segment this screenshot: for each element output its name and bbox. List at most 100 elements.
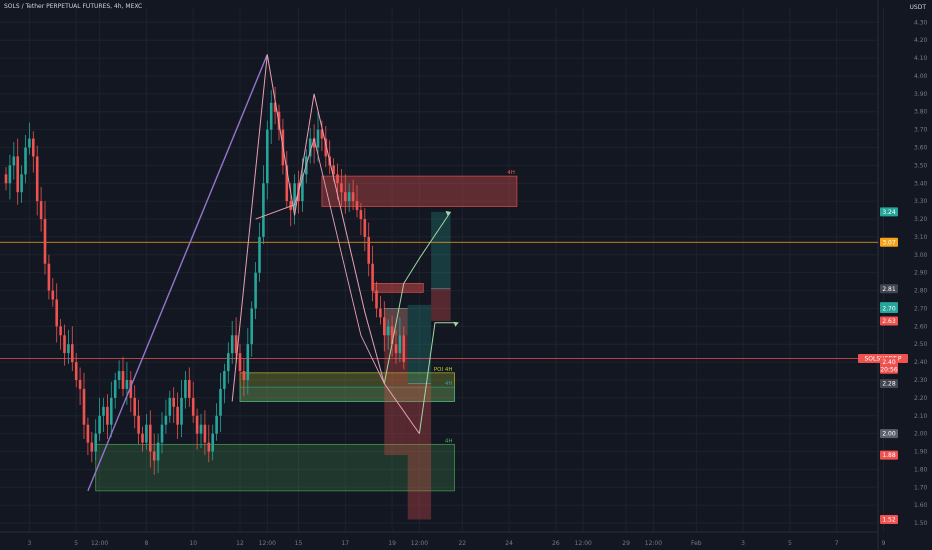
y-tick-label: 3.90 [914,91,928,98]
y-tick-label: 2.60 [914,323,928,330]
candle-body [219,388,222,416]
candle-body [67,344,70,354]
candle-body [340,183,343,193]
candle-body [117,371,121,380]
candle-body [133,397,136,416]
candle-body [43,219,47,264]
price-badge [880,303,898,313]
x-tick-label: 12:00 [259,540,276,547]
candle-body [110,397,113,425]
wedge-path-pink [255,136,385,384]
candle-body [359,210,363,220]
candle-body [375,290,378,309]
candle-body [113,379,117,398]
candle-body [379,308,382,318]
y-tick-label: 3.80 [914,109,928,116]
candle-body [55,299,58,327]
y-tick-label: 2.90 [914,270,928,277]
candle-body [316,129,320,148]
y-tick-label: 2.40 [914,359,928,366]
zone-label: 4H [445,438,453,444]
candle-body [269,102,273,130]
y-tick-label: 4.20 [914,37,928,44]
candle-body [344,192,347,202]
candle-body [137,415,140,434]
candle-body [35,156,39,202]
position-stop-box [431,288,451,321]
candle-body [98,415,101,434]
candle-body [145,424,148,443]
candle-body [24,147,27,175]
candle-body [74,362,78,380]
zone-label: 4H [445,381,453,387]
candle-body [246,344,250,380]
candle-body [184,379,187,398]
x-tick-label: 22 [458,540,466,547]
y-tick-label: 1.50 [914,520,928,527]
y-tick-label: 1.80 [914,466,928,473]
candle-body [347,192,351,202]
candle-body [363,219,367,237]
trend-line-purple [87,54,268,492]
price-badge-label: 1.88 [882,452,896,459]
candle-body [129,379,133,398]
candle-body [238,353,242,372]
price-badge-label: 2.00 [882,431,896,438]
candle-body [176,406,179,425]
x-tick-label: 12:00 [575,540,592,547]
candle-body [47,263,51,291]
price-badge [880,207,898,217]
price-badge-label: 2.81 [882,286,896,293]
candle-body [164,415,168,425]
price-badge-label: 2.63 [882,318,896,325]
position-stop-box [407,383,432,520]
candle-body [121,371,125,389]
candle-body [191,397,195,416]
x-tick-label: 9 [882,540,886,547]
arrow-head [445,210,451,216]
x-tick-label: 12:00 [645,540,662,547]
candle-body [141,433,144,443]
candle-body [242,371,246,380]
candle-body [16,156,19,193]
candle-body [227,353,230,372]
price-badge-label: 2.28 [882,381,896,388]
position-target-box [407,304,432,384]
candle-body [254,272,257,309]
candle-body [82,388,86,425]
y-tick-label: 3.00 [914,252,928,259]
candle-body [152,451,156,461]
x-tick-label: 3 [741,540,745,547]
y-tick-label: 1.60 [914,502,928,509]
supply-demand-zone [321,175,518,207]
position-target-box [431,211,451,289]
y-tick-label: 3.40 [914,180,928,187]
candle-body [402,335,406,363]
candle-body [78,379,82,389]
candle-body [394,344,398,354]
position-stop-box [384,308,408,456]
candle-body [293,183,296,211]
candle-body [106,406,109,425]
candle-body [266,129,269,184]
projection-path-green-alt [418,322,459,434]
candle-body [195,415,199,434]
candle-body [398,335,402,354]
supply-demand-zone [239,386,455,402]
candle-body [207,442,211,452]
x-tick-label: 19 [388,540,396,547]
candle-body [20,174,23,193]
candle-body [215,415,218,434]
price-badge [880,237,898,247]
candle-body [39,201,43,220]
candle-body [160,424,164,443]
x-tick-label: 29 [622,540,630,547]
candle-body [59,326,62,336]
candle-body [355,201,359,211]
price-badge [880,379,898,389]
currency-label: USDT [909,4,927,11]
candle-body [262,183,265,237]
candle-body [258,236,261,273]
